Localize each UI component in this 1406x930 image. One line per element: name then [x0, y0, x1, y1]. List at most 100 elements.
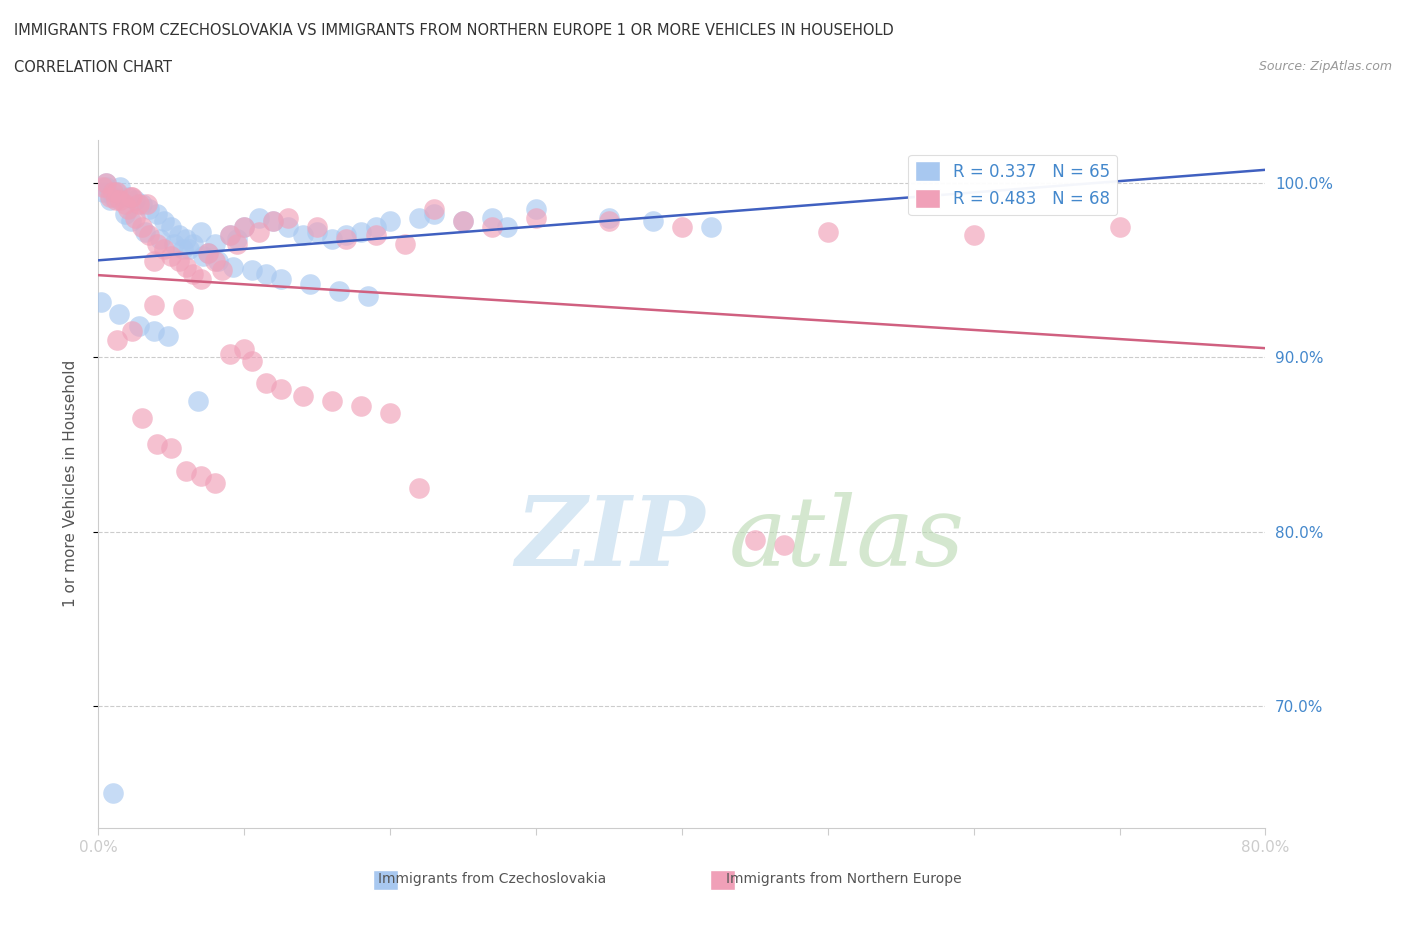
Point [128, 196, 150, 211]
Point [307, 224, 329, 239]
Point [204, 236, 226, 251]
Point [335, 232, 357, 246]
Point [357, 289, 380, 304]
Point [172, 301, 194, 316]
Point [104, 184, 127, 199]
Point [108, 306, 131, 321]
Point [160, 441, 183, 456]
Point [131, 219, 153, 234]
Point [98, 190, 121, 205]
Text: atlas: atlas [728, 492, 965, 586]
Point [817, 224, 839, 239]
Point [218, 228, 240, 243]
Point [101, 190, 124, 205]
Point [124, 210, 146, 225]
Point [218, 228, 240, 243]
Point [117, 202, 139, 217]
Point [146, 236, 169, 251]
Point [117, 190, 139, 205]
Point [247, 224, 270, 239]
Point [142, 324, 165, 339]
Point [174, 259, 197, 274]
Point [105, 332, 128, 347]
Point [120, 190, 142, 205]
Point [91, 184, 114, 199]
Point [204, 254, 226, 269]
Point [114, 196, 136, 211]
Point [218, 346, 240, 361]
Point [146, 207, 169, 222]
Point [240, 263, 263, 278]
Point [121, 190, 143, 205]
Point [262, 214, 284, 229]
Point [233, 341, 256, 356]
Legend: R = 0.337   N = 65, R = 0.483   N = 68: R = 0.337 N = 65, R = 0.483 N = 68 [908, 154, 1116, 215]
Point [98, 193, 121, 208]
Point [211, 263, 233, 278]
Point [110, 193, 132, 208]
Point [378, 405, 402, 420]
Text: Immigrants from Northern Europe: Immigrants from Northern Europe [725, 871, 962, 886]
Point [197, 246, 219, 260]
Point [451, 214, 474, 229]
Point [277, 210, 299, 225]
Point [190, 224, 212, 239]
Point [105, 184, 128, 199]
Point [350, 224, 373, 239]
Point [197, 246, 219, 260]
Point [233, 219, 256, 234]
Point [598, 210, 620, 225]
Point [423, 202, 446, 217]
Point [277, 219, 299, 234]
Point [307, 219, 329, 234]
Point [254, 376, 277, 391]
Point [172, 242, 194, 257]
FancyBboxPatch shape [710, 870, 735, 890]
Point [423, 207, 446, 222]
Point [94, 176, 117, 191]
Point [1108, 219, 1130, 234]
Point [321, 393, 343, 408]
Point [138, 228, 160, 243]
Point [181, 266, 204, 281]
Point [174, 463, 197, 478]
Point [101, 786, 124, 801]
Point [291, 388, 314, 403]
Point [142, 298, 165, 312]
Point [962, 228, 984, 243]
Point [120, 214, 142, 229]
Point [350, 399, 373, 414]
Point [153, 242, 176, 257]
Point [207, 254, 229, 269]
Point [254, 266, 277, 281]
Point [394, 236, 416, 251]
Point [134, 224, 156, 239]
Point [321, 232, 343, 246]
Point [138, 202, 160, 217]
Point [226, 232, 249, 246]
Point [671, 219, 693, 234]
Point [177, 242, 200, 257]
Y-axis label: 1 or more Vehicles in Household: 1 or more Vehicles in Household [63, 360, 77, 607]
Point [90, 294, 112, 309]
Point [190, 469, 212, 484]
Point [187, 393, 209, 408]
Point [149, 232, 172, 246]
Point [146, 437, 169, 452]
Point [157, 329, 180, 344]
Point [121, 324, 143, 339]
Point [128, 318, 150, 333]
Point [247, 210, 270, 225]
Point [91, 179, 114, 194]
FancyBboxPatch shape [373, 870, 398, 890]
Point [226, 236, 249, 251]
Point [291, 228, 314, 243]
Point [270, 272, 292, 286]
Point [190, 272, 212, 286]
Point [174, 232, 197, 246]
Point [408, 481, 430, 496]
Point [101, 184, 124, 199]
Point [700, 219, 723, 234]
Point [598, 214, 620, 229]
Point [160, 249, 183, 264]
